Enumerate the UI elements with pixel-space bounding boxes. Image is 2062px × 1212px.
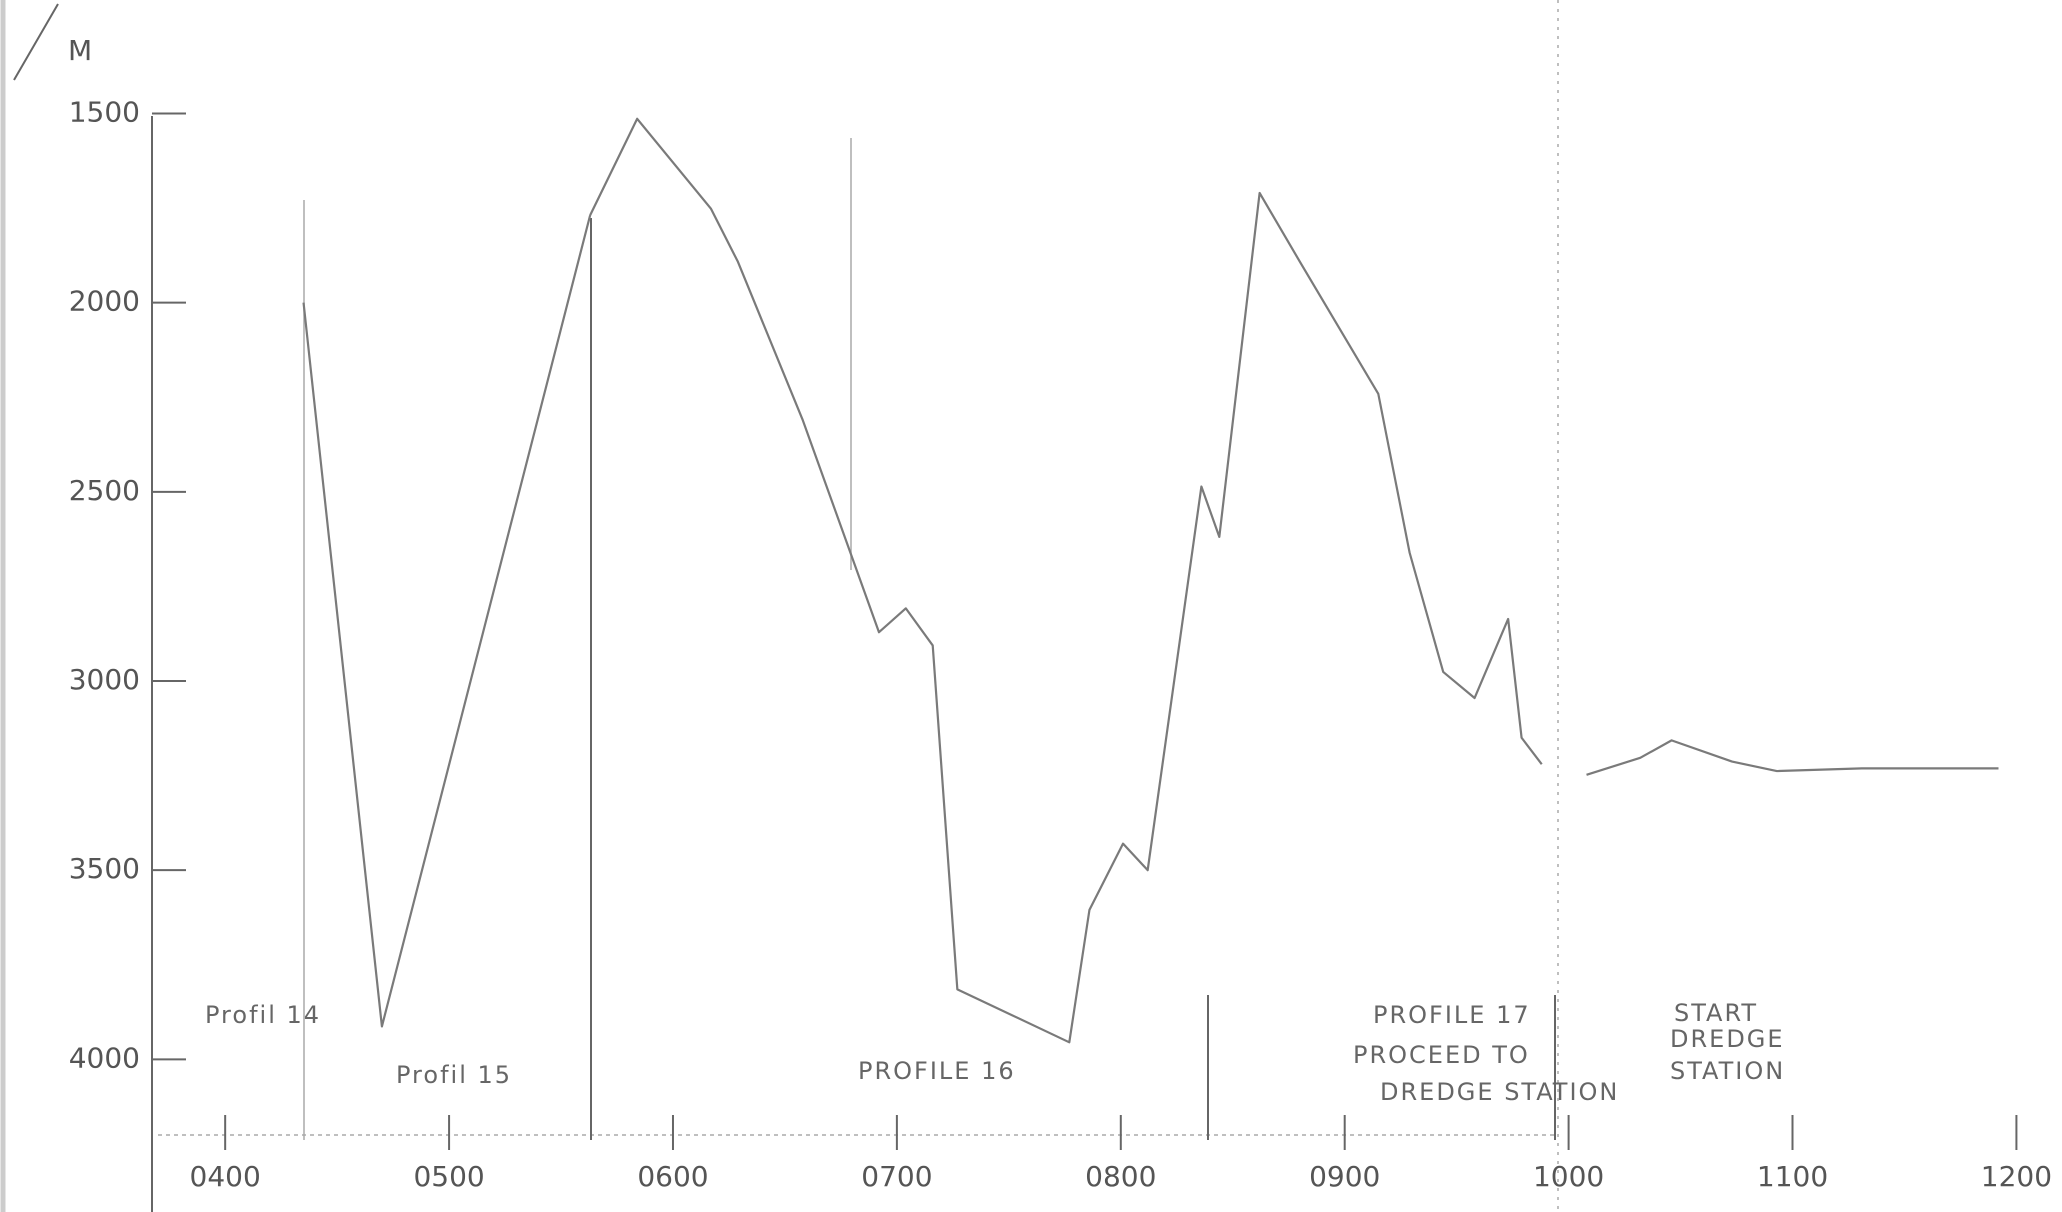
annotation: Profil 14 <box>205 1001 321 1029</box>
y-axis-label: M <box>68 34 92 67</box>
x-tick-label: 0800 <box>1085 1160 1156 1193</box>
annotation: PROCEED TO <box>1353 1041 1530 1069</box>
x-tick-label: 0500 <box>413 1160 484 1193</box>
axis-stroke <box>13 3 59 81</box>
y-tick-label: 2000 <box>69 285 140 318</box>
annotation: PROFILE 16 <box>858 1057 1016 1085</box>
y-tick-label: 4000 <box>69 1041 140 1074</box>
annotation: DREDGE <box>1670 1025 1785 1053</box>
annotation: STATION <box>1670 1057 1785 1085</box>
x-tick-label: 0900 <box>1309 1160 1380 1193</box>
y-tick-label: 2500 <box>69 474 140 507</box>
annotation: Profil 15 <box>396 1061 512 1089</box>
annotation: START <box>1674 999 1758 1027</box>
x-tick-label: 1200 <box>1981 1160 2052 1193</box>
y-tick-label: 3500 <box>69 852 140 885</box>
y-tick-label: 3000 <box>69 663 140 696</box>
annotation: PROFILE 17 <box>1373 1001 1531 1029</box>
x-tick-label: 0600 <box>637 1160 708 1193</box>
depth-line <box>302 117 1999 1044</box>
x-tick-label: 0400 <box>190 1160 261 1193</box>
y-tick-label: 1500 <box>69 96 140 129</box>
x-tick-label: 1000 <box>1533 1160 1604 1193</box>
x-tick-label: 0700 <box>861 1160 932 1193</box>
x-tick-label: 1100 <box>1757 1160 1828 1193</box>
annotation: DREDGE STATION <box>1380 1078 1619 1106</box>
